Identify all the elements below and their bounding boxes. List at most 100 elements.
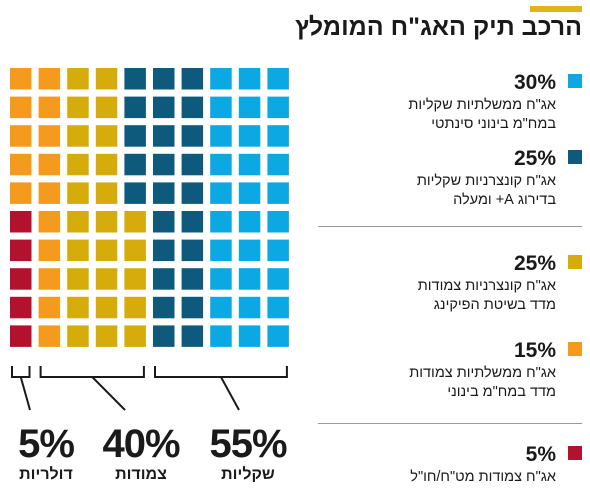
waffle-cell <box>181 68 204 90</box>
total-shekel-pct: 55% <box>209 422 287 466</box>
waffle-cell <box>95 125 118 147</box>
waffle-cell <box>153 125 175 147</box>
waffle-cell <box>210 125 232 147</box>
waffle-cell <box>153 182 175 204</box>
waffle-cell <box>67 125 89 147</box>
legend-desc: אג"ח ממשלתיות צמודות מדד במח"מ בינוני <box>409 364 556 402</box>
waffle-cell <box>210 325 232 347</box>
waffle-cell <box>181 268 204 290</box>
legend-desc-line2: במח"מ בינוני סינתטי <box>431 116 556 132</box>
waffle-cell <box>238 268 261 290</box>
waffle-cell <box>238 325 261 347</box>
waffle-cell <box>124 96 146 119</box>
legend-desc: אג"ח ממשלתיות שקליות במח"מ בינוני סינתטי <box>408 96 556 134</box>
waffle-cell <box>181 325 204 347</box>
waffle-cell <box>38 268 61 290</box>
legend-desc-line1: אג"ח ממשלתיות צמודות <box>409 365 556 381</box>
waffle-cell <box>95 296 118 319</box>
legend-desc-line1: אג"ח ממשלתיות שקליות <box>408 97 556 113</box>
waffle-cell <box>153 268 175 290</box>
waffle-cell <box>124 239 146 262</box>
waffle-cell <box>67 153 89 176</box>
legend-swatch <box>568 150 582 164</box>
waffle-cell <box>267 325 289 347</box>
waffle-cell <box>238 296 261 319</box>
waffle-cell <box>67 325 89 347</box>
legend-desc: אג"ח צמודות מט"ח/חו"ל <box>410 468 556 487</box>
waffle-cell <box>38 182 61 204</box>
waffle-cell <box>67 296 89 319</box>
legend-desc-line1: אג"ח קונצרניות צמודות <box>417 278 556 294</box>
total-dollar-label: דולריות <box>19 466 73 483</box>
waffle-cell <box>95 211 118 233</box>
waffle-cell <box>38 125 61 147</box>
waffle-cell <box>267 296 289 319</box>
waffle-cell <box>238 153 261 176</box>
waffle-cell <box>10 296 32 319</box>
legend-swatch <box>568 446 582 460</box>
legend-desc-line2: בדירוג A+ ומעלה <box>453 192 556 208</box>
chart-title: הרכב תיק האג"ח המומלץ <box>295 13 582 41</box>
total-dollar: 5% דולריות <box>6 424 86 484</box>
waffle-cell <box>238 239 261 262</box>
total-linked-pct: 40% <box>102 422 180 466</box>
legend-swatch <box>568 342 582 356</box>
waffle-cell <box>181 296 204 319</box>
waffle-cell <box>181 182 204 204</box>
legend-desc: אג"ח קונצרניות שקליות בדירוג A+ ומעלה <box>417 172 556 210</box>
waffle-cell <box>267 182 289 204</box>
waffle-cell <box>181 96 204 119</box>
waffle-cell <box>267 96 289 119</box>
total-shekel-label: שקליות <box>221 466 275 483</box>
waffle-cell <box>124 325 146 347</box>
waffle-cell <box>10 153 32 176</box>
waffle-cell <box>95 68 118 90</box>
waffle-cell <box>38 211 61 233</box>
waffle-cell <box>267 268 289 290</box>
waffle-cell <box>210 268 232 290</box>
waffle-cell <box>67 268 89 290</box>
legend-pct: 25% <box>513 252 556 275</box>
waffle-cell <box>10 68 32 90</box>
waffle-cell <box>238 125 261 147</box>
waffle-cell <box>67 211 89 233</box>
waffle-cell <box>210 239 232 262</box>
waffle-cell <box>95 182 118 204</box>
waffle-cell <box>210 96 232 119</box>
waffle-cell <box>210 68 232 90</box>
waffle-cell <box>153 296 175 319</box>
waffle-cell <box>153 325 175 347</box>
waffle-cell <box>67 96 89 119</box>
waffle-cell <box>124 268 146 290</box>
waffle-cell <box>10 96 32 119</box>
legend-desc: אג"ח קונצרניות צמודות מדד בשיטת הפיקינג <box>418 277 556 315</box>
waffle-cell <box>124 182 146 204</box>
legend-pct: 5% <box>525 443 556 466</box>
waffle-cell <box>210 182 232 204</box>
waffle-cell <box>153 96 175 119</box>
group-brackets <box>11 366 288 411</box>
waffle-cell <box>210 153 232 176</box>
waffle-cell <box>238 182 261 204</box>
waffle-cell <box>10 211 32 233</box>
waffle-cell <box>124 296 146 319</box>
waffle-cell <box>10 239 32 262</box>
legend-divider <box>318 423 582 424</box>
total-linked-label: צמודות <box>115 466 167 483</box>
waffle-cell <box>238 96 261 119</box>
total-dollar-pct: 5% <box>18 422 75 466</box>
waffle-cell <box>38 239 61 262</box>
waffle-cell <box>10 125 32 147</box>
waffle-cell <box>267 68 289 90</box>
waffle-cell <box>153 153 175 176</box>
waffle-cell <box>10 325 32 347</box>
waffle-cell <box>267 239 289 262</box>
waffle-cell <box>95 239 118 262</box>
legend-pct: 30% <box>513 71 556 94</box>
legend-pct: 25% <box>513 147 556 170</box>
waffle-cell <box>181 211 204 233</box>
waffle-cell <box>267 211 289 233</box>
waffle-cell <box>10 268 32 290</box>
total-shekel: 55% שקליות <box>208 424 288 484</box>
waffle-cell <box>38 96 61 119</box>
